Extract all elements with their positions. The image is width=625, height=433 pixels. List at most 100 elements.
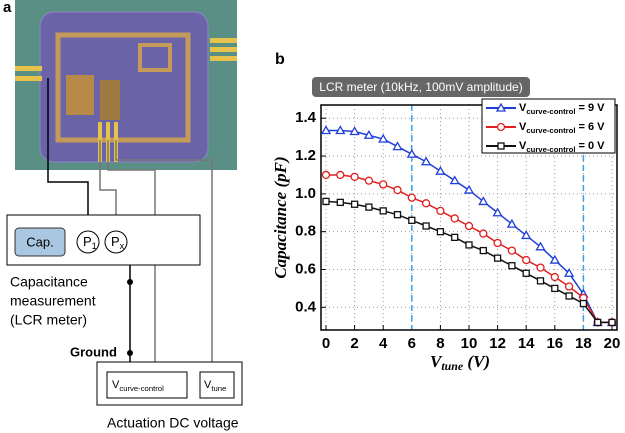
- marker: [449, 175, 460, 185]
- y-tick-label: 1.2: [295, 147, 316, 164]
- measurement-label: (LCR meter): [10, 312, 87, 328]
- wires: [47, 78, 213, 372]
- marker: [493, 238, 502, 248]
- x-tick-label: 2: [350, 335, 358, 352]
- measurement-label: Capacitance: [10, 274, 88, 290]
- probe-label: Px: [111, 234, 125, 251]
- marker: [450, 214, 459, 223]
- marker: [321, 170, 331, 180]
- marker: [508, 262, 516, 270]
- legend-marker: [495, 102, 507, 112]
- panel-label: a: [3, 0, 12, 16]
- legend-marker: [497, 142, 505, 150]
- source-label: Vtune: [204, 379, 226, 393]
- source: [106, 371, 188, 399]
- marker: [378, 133, 389, 143]
- marker: [364, 176, 374, 185]
- marker: [379, 180, 388, 189]
- x-tick-label: 18: [575, 335, 592, 352]
- measurement-label: measurement: [10, 293, 96, 309]
- marker: [478, 196, 489, 206]
- marker: [421, 199, 431, 208]
- y-tick-label: 1.4: [295, 109, 317, 126]
- marker: [549, 254, 560, 264]
- marker: [564, 282, 574, 291]
- marker: [320, 125, 332, 135]
- source: [199, 371, 235, 399]
- legend-label: Vcurve-control = 9 V: [519, 102, 605, 116]
- marker: [363, 129, 375, 139]
- marker: [522, 255, 531, 265]
- marker: [379, 207, 387, 215]
- marker: [479, 246, 487, 255]
- marker: [536, 263, 545, 272]
- y-tick-label: 1.0: [295, 185, 316, 202]
- marker: [492, 207, 503, 217]
- marker: [451, 233, 459, 242]
- marker: [422, 222, 430, 230]
- marker: [535, 241, 546, 251]
- x-tick-label: 0: [322, 335, 330, 352]
- x-tick-label: 20: [604, 335, 621, 352]
- marker: [436, 228, 445, 236]
- marker: [408, 216, 416, 224]
- x-tick-label: 16: [546, 335, 563, 352]
- marker: [392, 141, 403, 151]
- x-tick-label: 4: [379, 335, 388, 352]
- marker: [479, 229, 488, 238]
- x-axis-label: Vtune (V): [430, 352, 490, 373]
- marker: [350, 200, 359, 208]
- marker: [335, 125, 346, 135]
- marker: [463, 184, 475, 194]
- marker: [563, 267, 575, 277]
- marker: [349, 126, 360, 136]
- marker: [608, 318, 616, 327]
- y-tick-label: 0.4: [295, 298, 317, 315]
- marker: [550, 272, 559, 282]
- actuation-label: Actuation DC voltage: [107, 415, 239, 431]
- x-tick-label: 8: [436, 335, 444, 352]
- x-tick-label: 14: [518, 335, 535, 352]
- legend-label: Vcurve-control = 6 V: [519, 121, 605, 135]
- marker: [565, 292, 573, 300]
- title-box: [312, 77, 530, 97]
- probe: [76, 230, 100, 254]
- panel-label: b: [275, 51, 285, 68]
- marker: [406, 148, 417, 158]
- cap-box: [14, 227, 66, 257]
- marker: [336, 170, 345, 180]
- marker: [506, 218, 518, 228]
- marker: [465, 241, 473, 249]
- x-tick-label: 10: [461, 335, 478, 352]
- marker: [536, 277, 545, 285]
- marker: [436, 206, 445, 216]
- marker: [365, 203, 373, 211]
- marker: [322, 197, 330, 206]
- marker: [420, 156, 432, 166]
- x-tick-label: 12: [489, 335, 506, 352]
- plot-frame: [320, 104, 618, 331]
- marker: [350, 172, 359, 181]
- marker: [551, 284, 559, 293]
- marker: [493, 254, 502, 262]
- chart-title: LCR meter (10kHz, 100mV amplitude): [319, 80, 522, 94]
- chip-photo: [15, 0, 237, 170]
- marker: [507, 246, 517, 255]
- marker: [579, 299, 588, 308]
- marker: [407, 193, 416, 202]
- y-tick-label: 0.6: [295, 260, 316, 277]
- marker: [464, 221, 474, 231]
- legend-label: Vcurve-control = 0 V: [519, 140, 605, 154]
- source-label: Vcurve-control: [112, 379, 164, 393]
- marker: [435, 165, 446, 175]
- probe: [104, 230, 128, 254]
- x-tick-label: 6: [408, 335, 416, 352]
- ground-label: Ground: [70, 344, 117, 359]
- marker: [393, 185, 402, 195]
- y-tick-label: 0.8: [295, 223, 316, 240]
- probe-label: P1: [83, 234, 97, 251]
- marker: [522, 269, 530, 277]
- marker: [336, 198, 344, 207]
- marker: [521, 230, 532, 240]
